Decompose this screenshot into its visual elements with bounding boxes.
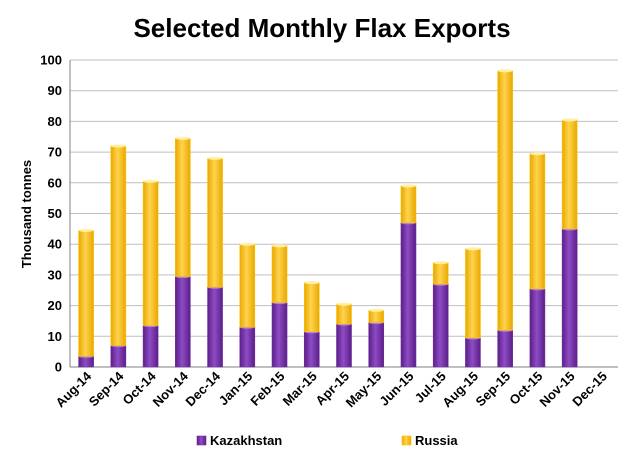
bar-russia-feb-15 (271, 245, 288, 303)
y-tick-label: 30 (48, 267, 62, 282)
bar-cap (175, 136, 191, 140)
bar-russia-sep-14 (110, 145, 127, 346)
y-tick-label: 40 (48, 237, 62, 252)
bar-russia-jun-15 (400, 185, 417, 224)
bar-kazakhstan-jun-15 (400, 222, 417, 368)
bar-russia-nov-14 (175, 137, 191, 277)
bar-kazakhstan-mar-15 (303, 331, 320, 368)
bar-russia-mar-15 (303, 282, 320, 332)
x-tick-label: May-15 (343, 369, 385, 411)
x-tick-label: Feb-15 (247, 369, 287, 409)
bar-kazakhstan-nov-14 (175, 276, 191, 368)
y-tick-label: 0 (55, 360, 62, 375)
bar-cap (465, 247, 481, 251)
bar-cap (529, 152, 545, 156)
bar-cap (562, 118, 578, 122)
y-axis-label: Thousand tonnes (19, 160, 34, 268)
bar-russia-oct-14 (142, 180, 159, 326)
bar-kazakhstan-aug-14 (78, 355, 94, 368)
bar-kazakhstan-dec-14 (207, 286, 223, 368)
legend-swatch-kazakhstan (196, 435, 207, 446)
y-axis-ticks: 0 10 20 30 40 50 60 70 80 90 100 (40, 53, 62, 375)
bar-cap (304, 280, 320, 285)
bar-cap (497, 69, 513, 73)
bar-cap (400, 184, 416, 188)
bar-cap (207, 156, 223, 160)
bar-kazakhstan-oct-15 (529, 288, 546, 368)
bar-kazakhstan-sep-15 (497, 329, 513, 368)
bar-russia-jul-15 (432, 262, 449, 285)
x-tick-label: Nov-14 (150, 368, 192, 410)
bar-russia-may-15 (368, 309, 385, 323)
y-tick-label: 50 (48, 206, 62, 221)
bar-russia-nov-15 (561, 119, 578, 230)
bar-kazakhstan-nov-15 (561, 228, 578, 368)
x-tick-label: Mar-15 (280, 369, 320, 409)
bars (78, 69, 578, 368)
bar-kazakhstan-jan-15 (239, 326, 256, 368)
legend-label-russia: Russia (415, 433, 458, 448)
bar-kazakhstan-jul-15 (432, 283, 449, 368)
x-tick-label: Sep-14 (86, 368, 127, 409)
x-tick-label: Jun-15 (376, 369, 416, 409)
bar-cap (368, 308, 384, 312)
x-tick-label: Sep-15 (473, 369, 514, 410)
bar-kazakhstan-aug-15 (465, 337, 481, 368)
bar-kazakhstan-sep-14 (110, 345, 127, 368)
bar-kazakhstan-oct-14 (142, 325, 159, 368)
x-axis-ticks: Aug-14Sep-14Oct-14Nov-14Dec-14Jan-15Feb-… (52, 368, 610, 410)
y-tick-label: 10 (48, 329, 62, 344)
y-tick-label: 70 (48, 145, 62, 160)
bar-cap (433, 261, 449, 265)
bar-russia-aug-15 (465, 248, 481, 339)
bar-russia-dec-14 (207, 157, 223, 288)
y-tick-label: 20 (48, 298, 62, 313)
legend-label-kazakhstan: Kazakhstan (210, 433, 282, 448)
bar-cap (272, 244, 288, 248)
legend-swatch-russia (401, 435, 412, 446)
legend: Kazakhstan Russia (196, 433, 458, 448)
bar-kazakhstan-may-15 (368, 322, 385, 368)
bar-kazakhstan-feb-15 (271, 302, 288, 368)
x-tick-label: Dec-14 (182, 368, 223, 409)
bar-russia-sep-15 (497, 70, 513, 331)
bar-cap (78, 228, 94, 232)
bar-cap (143, 179, 159, 183)
bar-russia-apr-15 (336, 303, 352, 325)
y-tick-label: 100 (40, 53, 62, 68)
y-tick-label: 60 (48, 175, 62, 190)
x-tick-label: Aug-15 (439, 369, 481, 411)
y-tick-label: 90 (48, 83, 62, 98)
x-tick-label: Jan-15 (216, 369, 256, 409)
bar-russia-jan-15 (239, 243, 256, 328)
chart-title: Selected Monthly Flax Exports (133, 13, 510, 43)
bar-russia-oct-15 (529, 153, 546, 290)
bar-cap (110, 144, 126, 148)
bar-cap (336, 302, 352, 306)
bar-russia-aug-14 (78, 230, 94, 357)
x-tick-label: Nov-15 (537, 369, 578, 410)
x-tick-label: Dec-15 (569, 369, 610, 410)
y-tick-label: 80 (48, 114, 62, 129)
bar-cap (239, 242, 255, 246)
bar-kazakhstan-apr-15 (336, 323, 352, 368)
